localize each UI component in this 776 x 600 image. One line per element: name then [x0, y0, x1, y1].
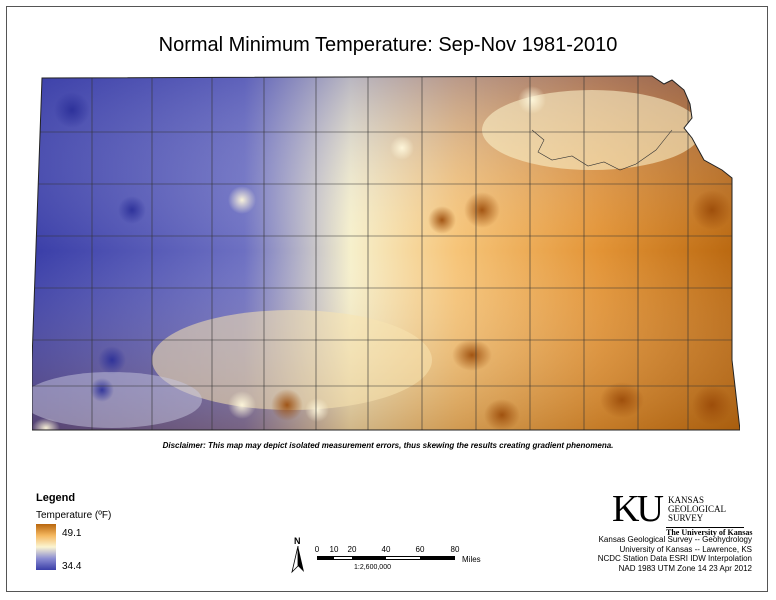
legend-min-value: 34.4 [62, 561, 81, 572]
credit-line: Kansas Geological Survey -- Geohydrology [598, 535, 752, 545]
legend-color-ramp [36, 524, 56, 570]
credit-line: NAD 1983 UTM Zone 14 23 Apr 2012 [598, 564, 752, 574]
north-arrow: N [290, 536, 306, 572]
scale-tick: 40 [382, 545, 391, 554]
legend-heading: Legend [36, 492, 75, 504]
map-title: Normal Minimum Temperature: Sep-Nov 1981… [0, 34, 776, 57]
credit-line: University of Kansas -- Lawrence, KS [598, 545, 752, 555]
scale-tick: 10 [330, 545, 339, 554]
kgs-line: SURVEY [668, 514, 738, 523]
legend-max-value: 49.1 [62, 528, 81, 539]
scale-bar: 0 10 20 40 60 80 Miles 1:2,600,000 [312, 545, 472, 575]
map-credits: Kansas Geological Survey -- Geohydrology… [598, 535, 752, 573]
scale-segment [317, 556, 334, 560]
scale-segment [420, 556, 455, 560]
scale-unit: Miles [462, 555, 481, 564]
scale-tick: 80 [451, 545, 460, 554]
scale-segment [352, 556, 386, 560]
north-label: N [294, 536, 301, 546]
legend-variable: Temperature (ºF) [36, 510, 111, 521]
scale-tick: 20 [348, 545, 357, 554]
ku-logo-mark: KU [612, 490, 661, 528]
scale-ratio: 1:2,600,000 [354, 564, 391, 571]
kgs-wordmark: KANSAS GEOLOGICAL SURVEY [668, 496, 738, 523]
north-arrow-icon [290, 546, 306, 574]
kansas-temperature-map [32, 70, 740, 432]
disclaimer: Disclaimer: This map may depict isolated… [0, 441, 776, 450]
scale-tick: 60 [416, 545, 425, 554]
ku-logo: KU KANSAS GEOLOGICAL SURVEY The Universi… [612, 490, 661, 528]
credit-line: NCDC Station Data ESRI IDW Interpolation [598, 554, 752, 564]
scale-tick: 0 [315, 545, 319, 554]
